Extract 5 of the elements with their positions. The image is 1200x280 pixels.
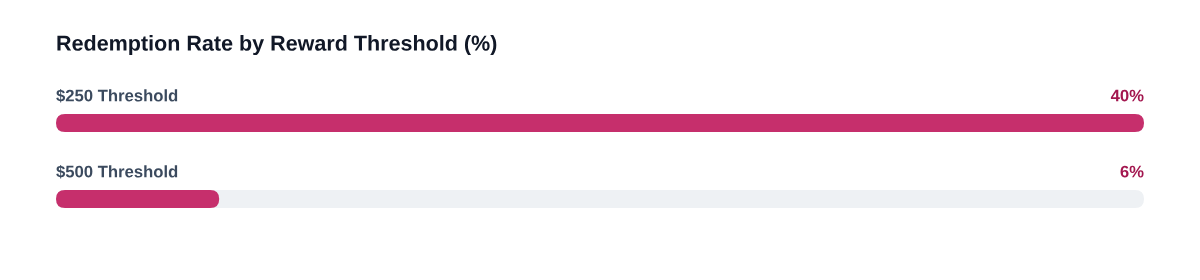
data-label: 6% [1120,165,1144,178]
data-label: 40% [1110,89,1144,102]
y-tick-label: $250 Threshold [56,88,178,103]
chart-title: Redemption Rate by Reward Threshold (%) [57,34,497,56]
y-tick-label: $500 Threshold [56,164,178,179]
